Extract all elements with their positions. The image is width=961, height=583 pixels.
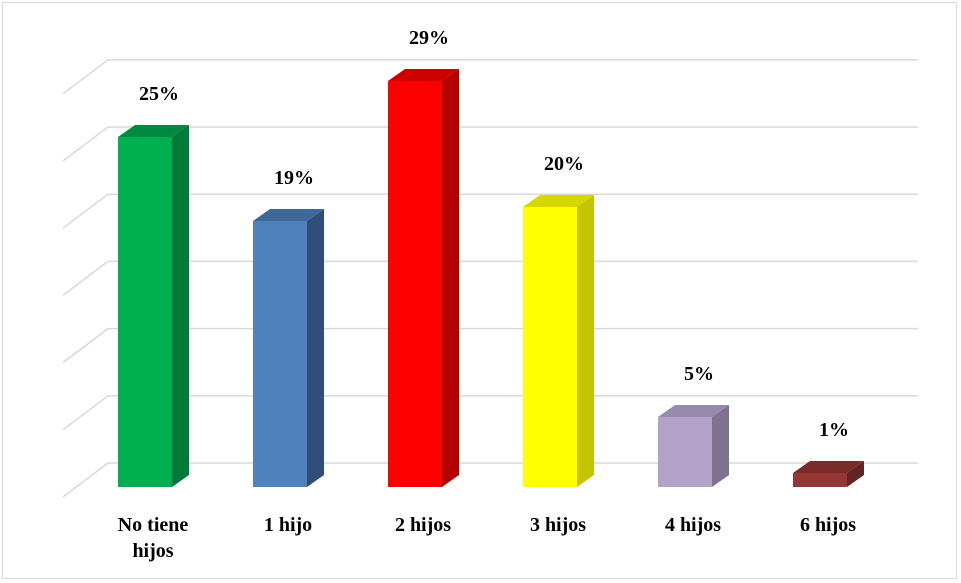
gridline [62, 395, 918, 431]
gridline [62, 59, 918, 95]
data-label-4: 20% [544, 153, 584, 175]
bar-5 [658, 405, 729, 487]
data-label-5: 5% [684, 363, 714, 385]
gridline [62, 126, 918, 162]
category-axis: No tiene hijos 1 hijo 2 hijos 3 hijos 4 hijos… [118, 514, 857, 562]
gridlines [62, 59, 918, 498]
category-label-2: 1 hijo [264, 514, 312, 536]
data-label-1: 25% [139, 83, 179, 105]
gridline [62, 193, 918, 229]
category-label-5: 4 hijos [665, 514, 721, 536]
category-label-6: 6 hijos [800, 514, 856, 536]
bar-3 [388, 69, 459, 487]
bar-chart: 25% 19% 29% 20% 5% 1% No tiene hijos 1 hijo 2 hi… [62, 27, 918, 562]
bar-1 [118, 125, 189, 487]
data-labels: 25% 19% 29% 20% 5% 1% [139, 27, 849, 441]
data-label-6: 1% [819, 419, 849, 441]
gridline [62, 462, 918, 498]
bar-2 [253, 209, 324, 487]
data-label-2: 19% [274, 167, 314, 189]
data-label-3: 29% [409, 27, 449, 49]
category-label-4: 3 hijos [530, 514, 586, 536]
category-label-1: No tiene hijos [118, 514, 189, 562]
category-label-3: 2 hijos [395, 514, 451, 536]
bar-4 [523, 195, 594, 487]
bar-6 [793, 461, 864, 487]
bars [118, 69, 864, 487]
gridline [62, 260, 918, 296]
gridline [62, 327, 918, 364]
